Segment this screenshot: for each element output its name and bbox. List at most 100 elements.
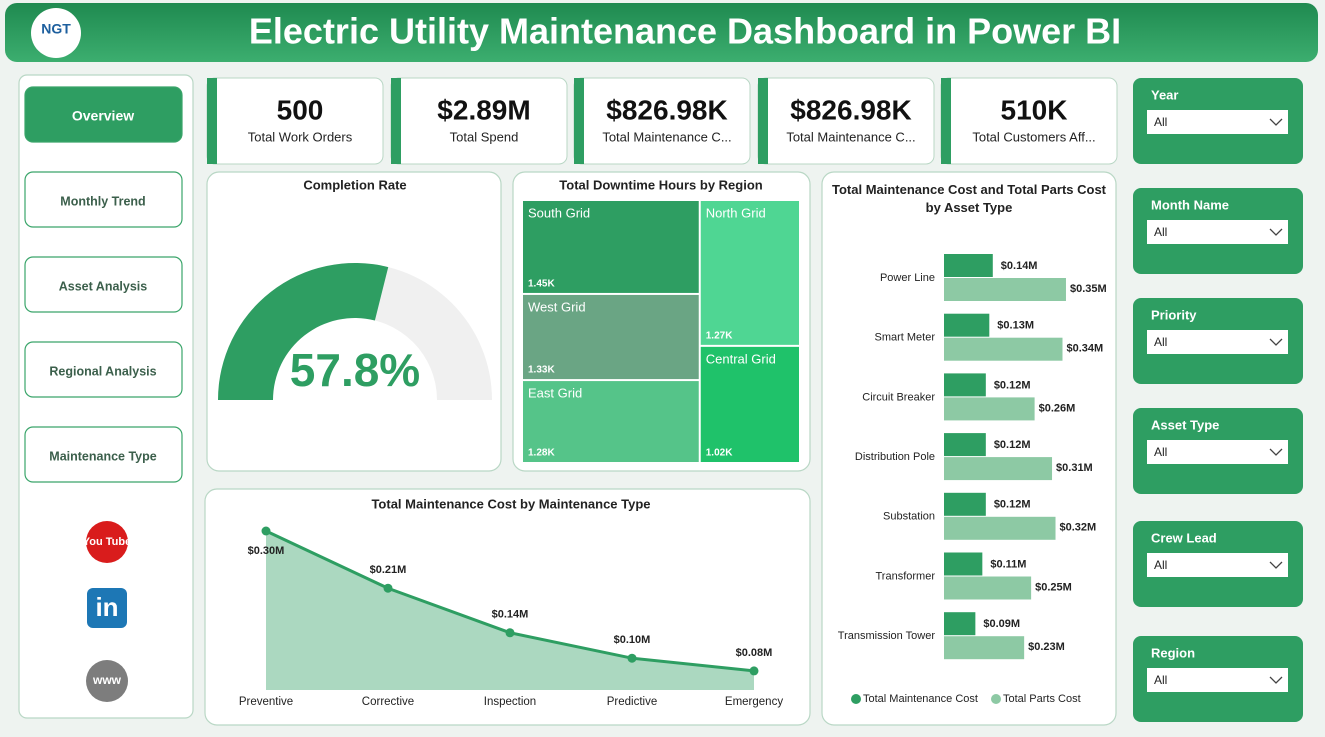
bar	[944, 457, 1053, 481]
slicer-dropdown[interactable]	[1147, 668, 1288, 692]
slicer-dropdown[interactable]	[1147, 553, 1288, 577]
dropdown-chevron[interactable]	[1269, 676, 1283, 684]
gauge-fill	[218, 263, 389, 400]
slicer-value[interactable]: All	[1154, 673, 1167, 687]
slicer-label: Crew Lead	[1151, 530, 1217, 545]
data-point	[383, 583, 393, 593]
nav-button[interactable]	[24, 256, 183, 313]
kpi-value: $826.98K	[790, 94, 911, 125]
slicer-dropdown[interactable]	[1147, 110, 1288, 134]
nav-button[interactable]	[24, 171, 183, 228]
data-point	[261, 526, 271, 536]
social-label[interactable]: in	[95, 592, 118, 622]
chart-title: Completion Rate	[303, 177, 406, 192]
kpi-label: Total Maintenance C...	[602, 129, 731, 144]
x-tick-label: Preventive	[239, 696, 293, 708]
slicer-label: Year	[1151, 87, 1178, 102]
logo	[31, 8, 81, 58]
kpi-label: Total Maintenance C...	[786, 129, 915, 144]
nav-label[interactable]: Regional Analysis	[49, 364, 156, 378]
data-label: $0.21M	[370, 564, 407, 576]
data-label: $0.12M	[994, 499, 1031, 511]
dropdown-chevron[interactable]	[1269, 228, 1283, 236]
kpi-accent	[941, 78, 951, 164]
data-label: $0.35M	[1070, 283, 1107, 295]
dropdown-chevron[interactable]	[1269, 448, 1283, 456]
treemap-cell	[523, 201, 699, 293]
slicer-dropdown[interactable]	[1147, 220, 1288, 244]
treemap-label: North Grid	[706, 205, 766, 220]
kpi-accent	[207, 78, 217, 164]
data-label: $0.09M	[983, 618, 1020, 630]
treemap-cell	[523, 381, 699, 462]
web-icon[interactable]	[86, 660, 128, 702]
treemap-value: 1.45K	[528, 279, 555, 290]
nav-label[interactable]: Maintenance Type	[49, 449, 156, 463]
slicer-value[interactable]: All	[1154, 558, 1167, 572]
data-label: $0.11M	[990, 558, 1026, 570]
data-label: $0.25M	[1035, 581, 1072, 593]
dashboard-title: Electric Utility Maintenance Dashboard i…	[249, 11, 1121, 52]
nav-label[interactable]: Overview	[72, 108, 134, 124]
legend-swatch	[991, 694, 1001, 704]
treemap-value: 1.33K	[528, 365, 555, 376]
kpi-value: $2.89M	[437, 94, 530, 125]
bar	[944, 313, 990, 337]
bar	[944, 337, 1063, 361]
kpi-value: 500	[277, 94, 324, 125]
treemap-value: 1.27K	[706, 330, 733, 341]
data-label: $0.10M	[614, 634, 651, 646]
slicer-dropdown[interactable]	[1147, 330, 1288, 354]
slicer-value[interactable]: All	[1154, 335, 1167, 349]
data-point	[749, 666, 759, 676]
kpi-value: $826.98K	[606, 94, 727, 125]
youtube-icon[interactable]	[86, 521, 128, 563]
kpi-accent	[391, 78, 401, 164]
nav-button[interactable]	[24, 426, 183, 483]
legend-label: Total Parts Cost	[1003, 693, 1081, 705]
x-tick-label: Corrective	[362, 696, 414, 708]
data-label: $0.12M	[994, 379, 1031, 391]
kpi-value: 510K	[1001, 94, 1068, 125]
nav-label[interactable]: Monthly Trend	[60, 194, 145, 208]
slicer-label: Region	[1151, 645, 1195, 660]
slicer-dropdown[interactable]	[1147, 440, 1288, 464]
nav-button[interactable]	[24, 341, 183, 398]
y-tick-label: Substation	[883, 511, 935, 523]
x-tick-label: Inspection	[484, 696, 536, 708]
linkedin-icon[interactable]	[87, 588, 127, 628]
bar	[944, 397, 1035, 421]
gauge-card	[206, 171, 502, 472]
chart-title-box: Total Maintenance Cost and Total Parts C…	[832, 182, 1106, 215]
nav-label[interactable]: Asset Analysis	[59, 279, 148, 293]
bar	[944, 433, 986, 457]
slicer-value[interactable]: All	[1154, 225, 1167, 239]
treemap-label: South Grid	[528, 205, 590, 220]
bar	[944, 373, 986, 397]
dropdown-chevron[interactable]	[1269, 338, 1283, 346]
chart-title: Total Maintenance Cost and Total Parts C…	[832, 182, 1106, 215]
slicer-label: Priority	[1151, 307, 1197, 322]
area-fill	[266, 531, 754, 690]
social-label[interactable]: You Tube	[83, 536, 131, 548]
dropdown-chevron[interactable]	[1269, 118, 1283, 126]
bar	[944, 576, 1032, 600]
slicer-value[interactable]: All	[1154, 115, 1167, 129]
legend-swatch	[851, 694, 861, 704]
y-tick-label: Circuit Breaker	[862, 391, 935, 403]
chart-title: Total Maintenance Cost by Maintenance Ty…	[371, 496, 650, 511]
nav-button[interactable]	[24, 86, 183, 143]
header-bar	[5, 3, 1318, 62]
treemap-cell	[700, 346, 799, 462]
bar	[944, 612, 976, 636]
kpi-accent	[574, 78, 584, 164]
treemap-label: East Grid	[528, 386, 582, 401]
y-tick-label: Transmission Tower	[838, 630, 936, 642]
y-tick-label: Transformer	[876, 570, 936, 582]
bar	[944, 278, 1066, 301]
social-label[interactable]: www	[92, 673, 122, 687]
slicer-value[interactable]: All	[1154, 445, 1167, 459]
dropdown-chevron[interactable]	[1269, 561, 1283, 569]
data-label: $0.31M	[1056, 462, 1093, 474]
